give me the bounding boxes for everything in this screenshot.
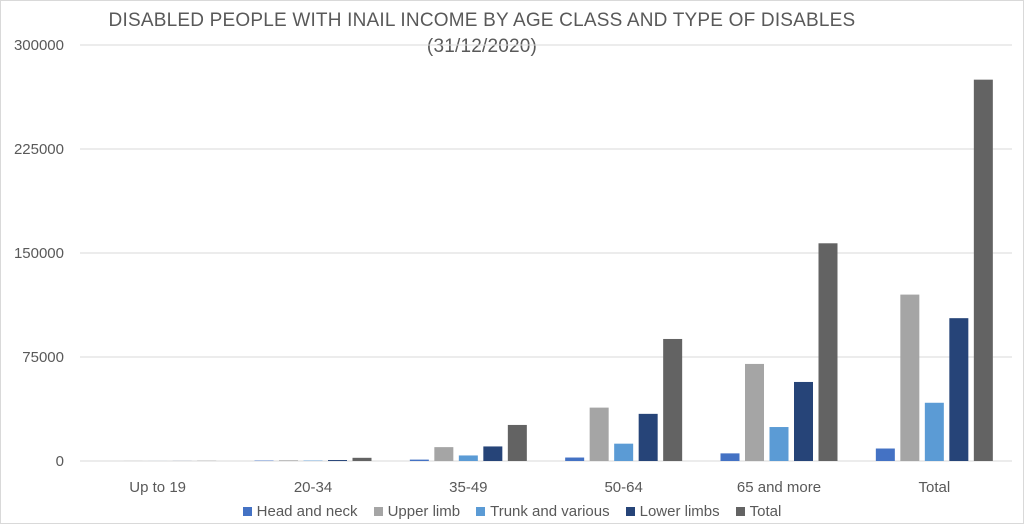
bar [924, 402, 944, 461]
legend-item: Lower limbs [625, 503, 720, 520]
legend-label: Lower limbs [639, 503, 720, 520]
legend-label: Upper limb [387, 503, 461, 520]
legend-item: Total [735, 503, 782, 520]
legend-label: Total [749, 503, 782, 520]
legend-swatch [625, 507, 635, 516]
x-tick-label: 35-49 [449, 479, 487, 496]
bar [818, 243, 838, 461]
chart-title: DISABLED PEOPLE WITH INAIL INCOME BY AGE… [108, 10, 856, 31]
bar [507, 424, 527, 461]
bar [409, 459, 429, 461]
bar-chart: 0 75000 150000 225000 300000 Up to 19 20-34 35-… [14, 37, 1012, 496]
legend-label: Trunk and various [490, 503, 610, 520]
bar [434, 447, 454, 461]
legend-item: Trunk and various [476, 503, 610, 520]
chart-subtitle: (31/12/2020) [426, 36, 538, 57]
bar [458, 455, 478, 461]
bar [900, 294, 920, 461]
chart-title-block: DISABLED PEOPLE WITH INAIL INCOME BY AGE… [0, 8, 964, 60]
y-tick-label: 300000 [14, 37, 64, 54]
bar [483, 446, 503, 461]
bar [720, 453, 740, 461]
legend-swatch [373, 507, 383, 516]
y-tick-label: 75000 [22, 349, 64, 366]
y-tick-label: 150000 [14, 245, 64, 262]
bar [589, 407, 609, 461]
legend-swatch [735, 507, 745, 516]
bar [328, 460, 347, 461]
legend: Head and neck Upper limb Trunk and various… [0, 503, 1024, 520]
bar [638, 413, 658, 461]
bar [279, 460, 298, 461]
bar [875, 448, 895, 461]
legend-swatch [242, 507, 252, 516]
bar [973, 79, 993, 462]
bar [745, 363, 764, 461]
legend-item: Upper limb [373, 503, 461, 520]
bar [769, 427, 789, 461]
bar [565, 457, 585, 461]
y-tick-label: 0 [56, 453, 64, 470]
x-tick-label: Total [918, 479, 950, 496]
bar [352, 457, 372, 461]
bar [614, 443, 634, 461]
y-tick-label: 225000 [14, 141, 64, 158]
bar [949, 318, 969, 461]
x-tick-label: 20-34 [294, 479, 332, 496]
x-tick-label: 65 and more [737, 479, 821, 496]
legend-swatch [476, 507, 486, 516]
bar [663, 338, 683, 461]
x-tick-label: Up to 19 [129, 479, 186, 496]
legend-label: Head and neck [256, 503, 358, 520]
x-tick-label: 50-64 [604, 479, 642, 496]
legend-item: Head and neck [242, 503, 358, 520]
bar [794, 381, 813, 461]
